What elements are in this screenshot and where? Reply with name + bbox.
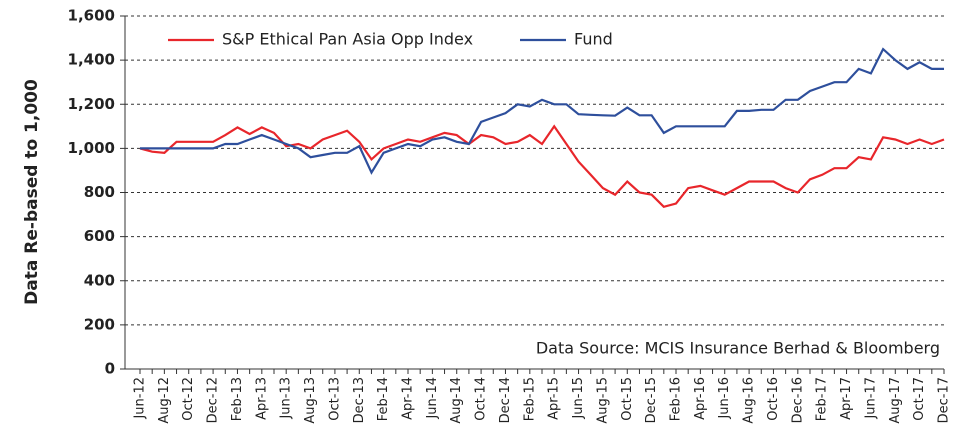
y-tick-label: 800 [84, 183, 115, 201]
x-tick-label: Dec-16 [790, 377, 805, 423]
y-tick-label: 1,200 [68, 95, 115, 113]
x-tick-label: Dec-13 [352, 377, 367, 423]
x-tick-label: Oct-16 [766, 377, 781, 421]
x-tick-label: Oct-12 [181, 377, 196, 421]
series-line [140, 47, 944, 175]
x-tick-label: Dec-14 [498, 377, 513, 423]
x-tick-label: Apr-16 [693, 377, 708, 420]
x-tick-label: Aug-12 [157, 377, 172, 424]
y-tick-label: 400 [84, 271, 115, 289]
x-tick-label: Feb-13 [230, 377, 245, 421]
x-tick-label: Oct-13 [327, 377, 342, 421]
x-tick-label: Oct-15 [620, 377, 635, 421]
x-tick-label: Feb-17 [815, 377, 830, 421]
x-tick-label: Aug-16 [742, 377, 757, 424]
x-tick-label: Aug-14 [449, 377, 464, 424]
x-tick-label: Jun-17 [863, 377, 878, 420]
x-tick-label: Jun-15 [571, 377, 586, 420]
y-axis-title: Data Re-based to 1,000 [22, 79, 42, 305]
x-tick-label: Feb-16 [669, 377, 684, 421]
y-tick-label: 1,000 [68, 139, 115, 157]
y-tick-label: 1,400 [68, 51, 115, 69]
legend-label: S&P Ethical Pan Asia Opp Index [222, 30, 473, 49]
x-tick-label: Oct-17 [912, 377, 927, 421]
series-line [139, 124, 945, 209]
x-tick-label: Jun-14 [425, 377, 440, 420]
x-tick-label: Jun-13 [279, 377, 294, 420]
x-tick-label: Apr-15 [547, 377, 562, 420]
x-tick-label: Dec-15 [644, 377, 659, 423]
x-tick-label: Jun-16 [717, 377, 732, 420]
x-tick-label: Dec-12 [206, 377, 221, 423]
y-tick-label: 0 [105, 360, 115, 378]
x-tick-label: Aug-17 [888, 377, 903, 424]
x-tick-label: Aug-13 [303, 377, 318, 424]
x-tick-label: Apr-14 [401, 377, 416, 420]
x-tick-label: Feb-14 [376, 377, 391, 421]
x-tick-label: Feb-15 [522, 377, 537, 421]
y-tick-label: 1,600 [68, 7, 115, 25]
x-tick-label: Oct-14 [474, 377, 489, 421]
x-tick-label: Dec-17 [937, 377, 952, 423]
x-tick-label: Apr-13 [254, 377, 269, 420]
x-tick-label: Jun-12 [133, 377, 148, 420]
x-tick-label: Apr-17 [839, 377, 854, 420]
y-tick-label: 200 [84, 315, 115, 333]
x-tick-label: Aug-15 [595, 377, 610, 424]
legend-label: Fund [574, 30, 613, 49]
y-tick-label: 600 [84, 227, 115, 245]
annotation: Data Source: MCIS Insurance Berhad & Blo… [536, 339, 940, 358]
